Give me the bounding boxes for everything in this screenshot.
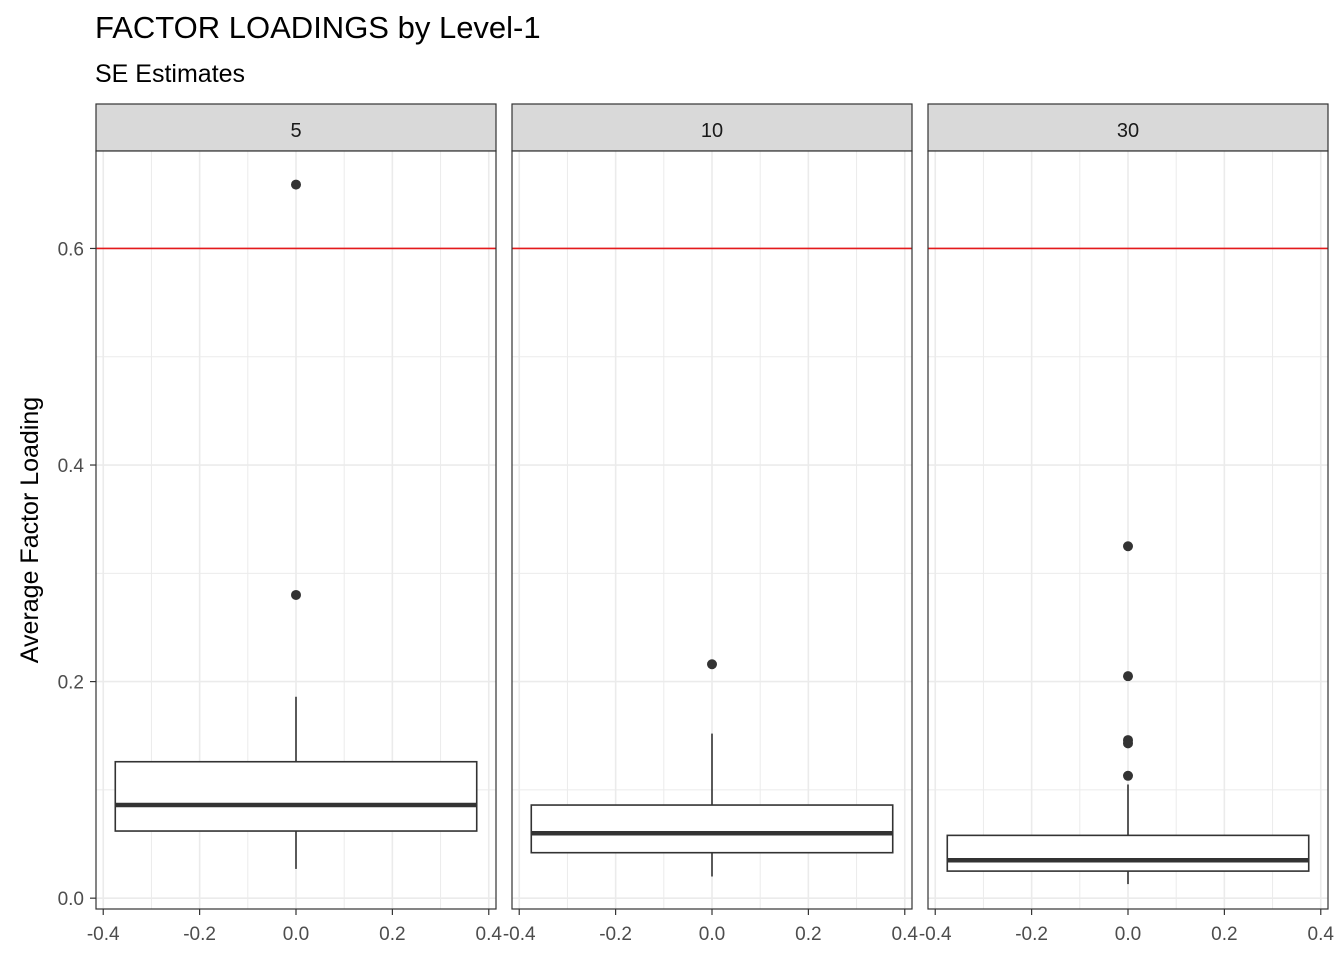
x-tick-label: 0.4	[892, 924, 919, 945]
outlier-point	[1123, 735, 1133, 746]
facet-strip-label: 30	[1117, 120, 1139, 142]
facet-strip	[927, 103, 1329, 152]
facet-strip-label: 10	[701, 120, 723, 142]
facet-strip	[95, 103, 497, 152]
outlier-point	[291, 589, 301, 600]
box-iqr	[946, 834, 1310, 872]
x-tick-label: 0.2	[1211, 924, 1237, 945]
x-tick-label: -0.2	[599, 924, 632, 945]
x-tick-label: -0.4	[919, 924, 952, 945]
chart-title: FACTOR LOADINGS by Level-1	[95, 10, 541, 45]
outlier-point	[1123, 671, 1133, 682]
x-tick-label: -0.2	[183, 924, 216, 945]
x-tick-label: 0.0	[699, 924, 725, 945]
y-tick-label: 0.6	[58, 239, 84, 260]
outlier-point	[707, 659, 717, 670]
x-tick-label: 0.4	[476, 924, 503, 945]
x-tick-label: -0.2	[1015, 924, 1048, 945]
y-axis-label: Average Factor Loading	[16, 397, 44, 663]
x-tick-label: 0.2	[379, 924, 405, 945]
x-tick-label: 0.0	[1115, 924, 1141, 945]
box-iqr	[530, 804, 894, 854]
facet-strip-label: 5	[290, 120, 301, 142]
x-tick-label: 0.4	[1308, 924, 1335, 945]
box-iqr	[114, 760, 478, 832]
chart-subtitle: SE Estimates	[95, 60, 246, 88]
y-tick-label: 0.0	[58, 889, 84, 910]
x-tick-label: -0.4	[503, 924, 536, 945]
x-tick-label: -0.4	[87, 924, 120, 945]
outlier-point	[1123, 770, 1133, 781]
x-tick-label: 0.2	[795, 924, 821, 945]
y-tick-label: 0.4	[58, 456, 85, 477]
x-tick-label: 0.0	[283, 924, 309, 945]
outlier-point	[1123, 541, 1133, 552]
facet-strip	[511, 103, 913, 152]
y-tick-label: 0.2	[58, 673, 84, 694]
outlier-point	[291, 179, 301, 190]
